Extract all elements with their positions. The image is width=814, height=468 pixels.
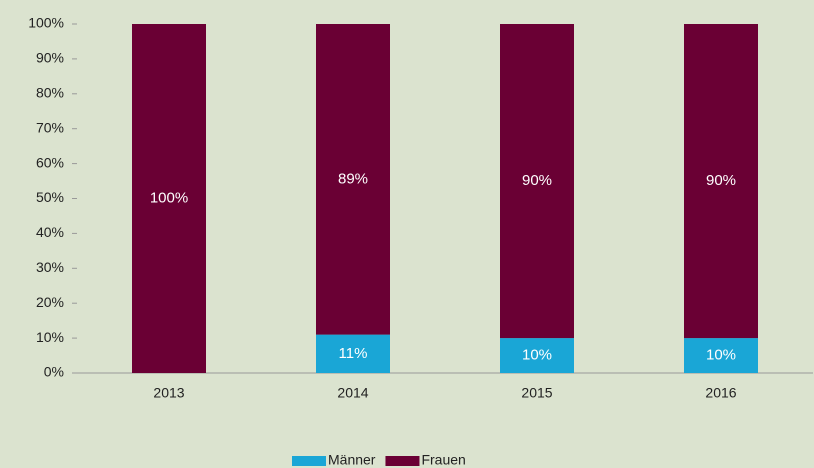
x-tick-label: 2015 [521, 385, 552, 401]
y-tick-label: 30% [36, 259, 64, 275]
data-label: 90% [706, 172, 736, 189]
legend-swatch [385, 456, 420, 466]
bar-segment [500, 338, 574, 373]
x-tick-label: 2014 [337, 385, 368, 401]
legend-swatch [292, 456, 326, 466]
y-tick-label: 50% [36, 189, 64, 205]
y-tick-label: 10% [36, 329, 64, 345]
legend-label: Männer [328, 452, 376, 468]
bar-segment [316, 24, 390, 335]
bar-segment [684, 338, 758, 373]
legend-label: Frauen [421, 452, 465, 468]
y-tick-label: 40% [36, 224, 64, 240]
y-tick-label: 100% [28, 15, 64, 31]
x-tick-label: 2013 [153, 385, 184, 401]
y-tick-label: 70% [36, 119, 64, 135]
x-tick-label: 2016 [705, 385, 736, 401]
data-label: 10% [522, 347, 552, 364]
data-label: 90% [522, 172, 552, 189]
bar-segment [684, 24, 758, 339]
y-tick-label: 0% [44, 364, 64, 380]
y-tick-label: 80% [36, 85, 64, 101]
y-tick-label: 20% [36, 294, 64, 310]
data-label: 89% [338, 170, 368, 187]
bar-segment [132, 24, 206, 373]
data-label: 100% [150, 189, 188, 206]
bar-segment [316, 334, 390, 373]
y-tick-label: 60% [36, 154, 64, 170]
data-label: 10% [706, 347, 736, 364]
bar-segment [500, 24, 574, 339]
data-label: 11% [339, 345, 368, 362]
y-tick-label: 90% [36, 50, 64, 66]
